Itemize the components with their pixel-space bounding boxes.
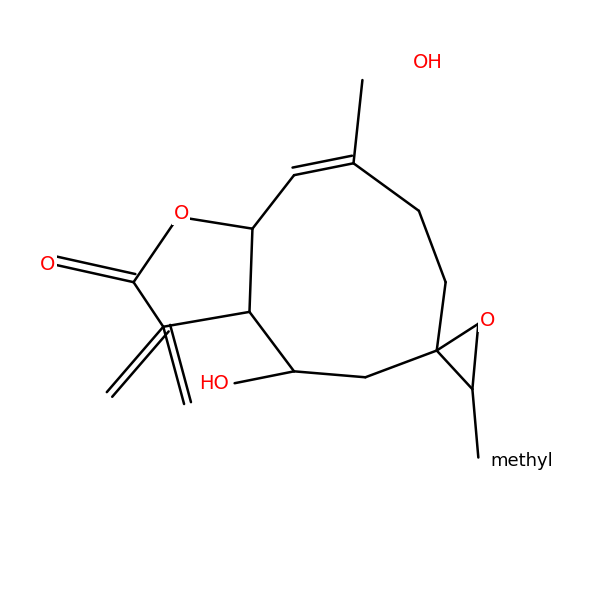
Text: OH: OH xyxy=(413,53,443,72)
Text: O: O xyxy=(40,255,55,274)
Text: O: O xyxy=(479,311,495,331)
Text: HO: HO xyxy=(199,374,229,393)
Text: O: O xyxy=(173,205,189,223)
Text: methyl: methyl xyxy=(490,451,553,469)
